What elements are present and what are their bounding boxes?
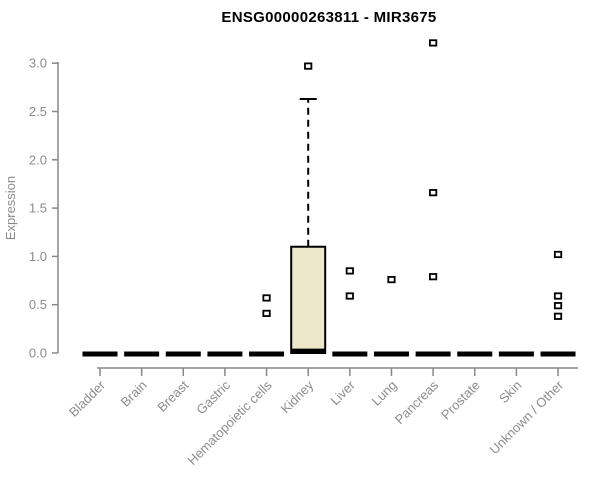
- outlier-point: [429, 39, 438, 47]
- x-tick-label: Brain: [118, 378, 150, 410]
- boxplot-kidney: [290, 62, 327, 355]
- outlier-point: [262, 309, 271, 317]
- outlier-point: [429, 273, 438, 281]
- x-tick-label: Skin: [496, 378, 524, 406]
- y-tick-label: 2.0: [29, 152, 47, 167]
- boxplot-pancreas: [415, 39, 451, 357]
- y-tick-label: 1.5: [29, 201, 47, 216]
- outlier-point: [345, 292, 354, 300]
- x-tick-label: Unknown / Other: [487, 377, 567, 457]
- y-tick-label: 0.5: [29, 297, 47, 312]
- outlier-point: [553, 302, 563, 310]
- outlier-point: [429, 189, 438, 197]
- outlier-point: [345, 267, 354, 275]
- x-tick-label: Gastric: [193, 377, 233, 417]
- x-tick-label: Kidney: [278, 377, 317, 416]
- boxplot-lung: [373, 275, 409, 357]
- x-tick-label: Bladder: [66, 377, 109, 420]
- boxplot-hematopoietic-cells: [249, 294, 285, 357]
- x-tick-label: Prostate: [438, 378, 483, 423]
- y-tick-label: 2.5: [29, 104, 47, 119]
- chart-title: ENSG00000263811 - MIR3675: [221, 9, 436, 26]
- outlier-point: [553, 292, 563, 300]
- y-tick-label: 0.0: [29, 346, 47, 361]
- x-tick-label: Pancreas: [392, 377, 442, 427]
- y-axis-title: Expression: [3, 176, 18, 240]
- x-tick-label: Liver: [327, 377, 358, 408]
- outlier-point: [304, 62, 313, 70]
- outlier-point: [262, 294, 271, 302]
- boxplot-liver: [332, 267, 368, 357]
- outlier-point: [387, 275, 396, 284]
- box: [290, 245, 327, 355]
- x-tick-label: Breast: [154, 377, 191, 414]
- x-tick-label: Lung: [369, 378, 400, 409]
- boxplots-layer: [82, 39, 576, 357]
- y-tick-label: 3.0: [29, 56, 47, 71]
- y-tick-label: 1.0: [29, 249, 47, 264]
- outlier-point: [553, 312, 563, 320]
- outlier-point: [553, 250, 563, 259]
- boxplot-unknown-other: [540, 250, 576, 357]
